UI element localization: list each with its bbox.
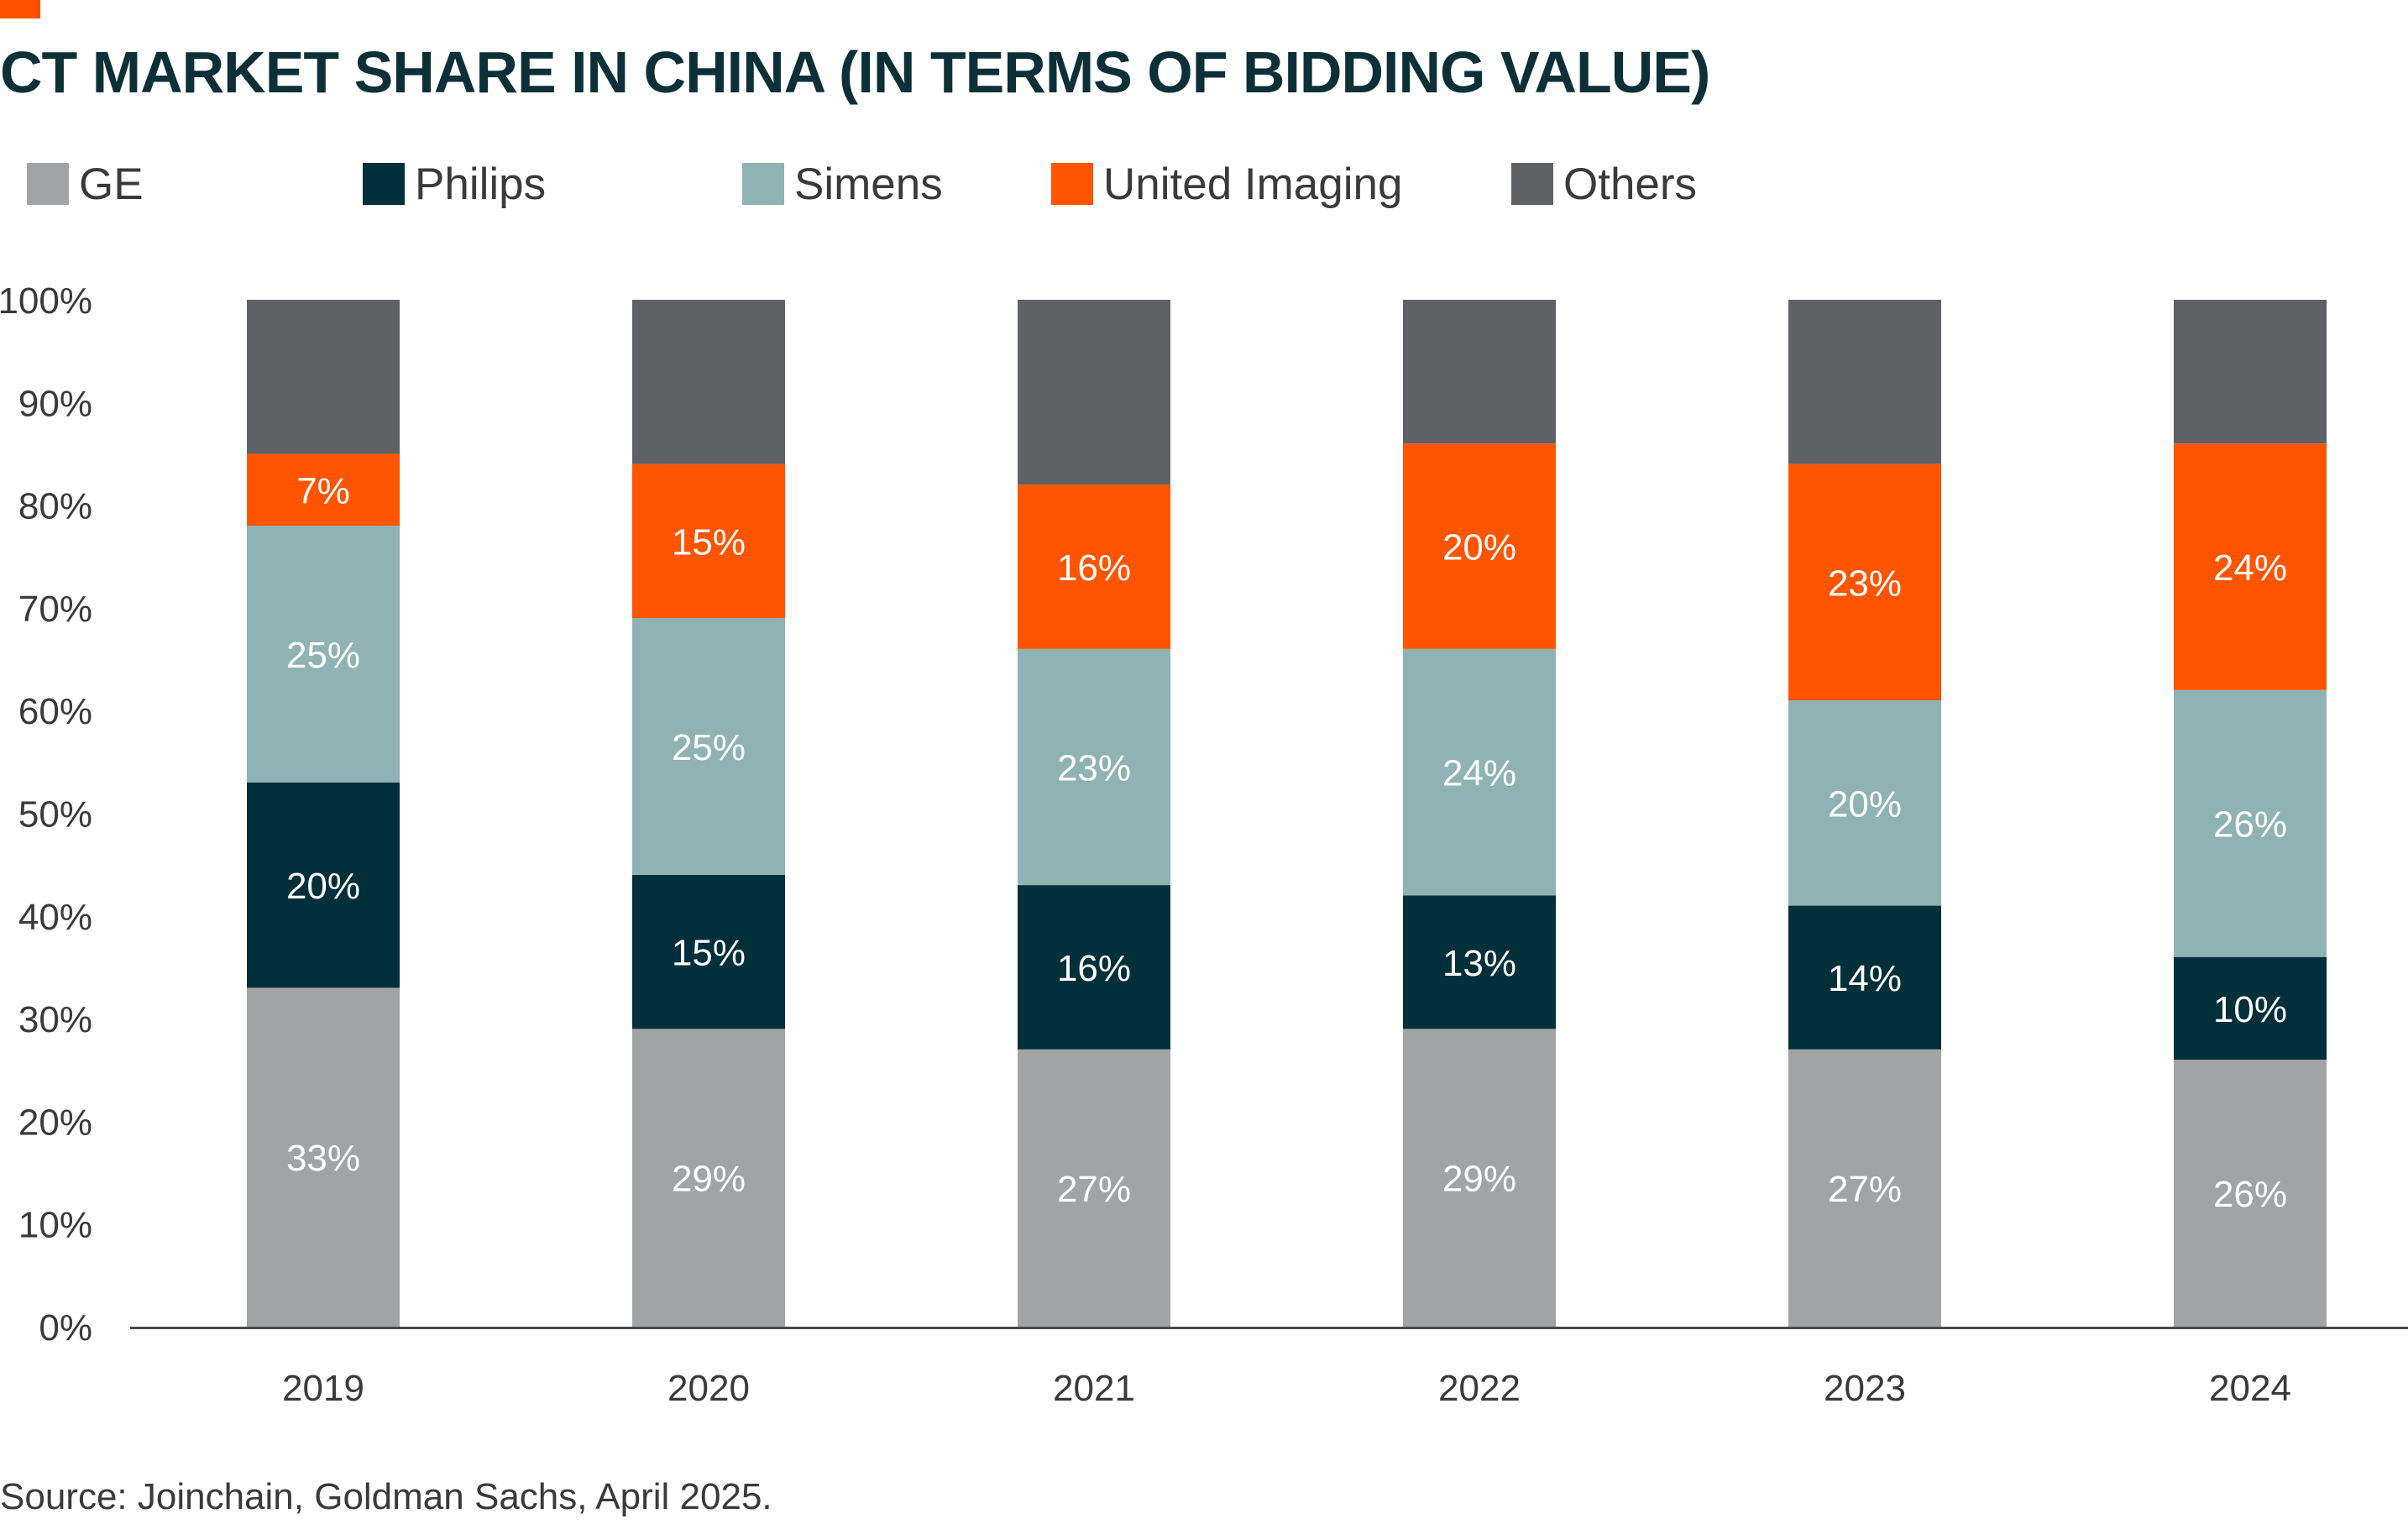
data-label: 23% (1057, 747, 1131, 788)
source-note: Source: Joinchain, Goldman Sachs, April … (0, 1476, 772, 1517)
data-label: 20% (1442, 527, 1516, 568)
x-tick-label: 2024 (2209, 1368, 2291, 1409)
x-tick-label: 2023 (1824, 1368, 1906, 1409)
bar-segment-philips (2174, 956, 2327, 1061)
legend-label: Simens (794, 159, 943, 209)
y-tick-label: 50% (18, 794, 92, 835)
y-tick-label: 60% (18, 691, 92, 732)
bar-segment-simens (1018, 648, 1170, 886)
bar-segment-others (247, 300, 400, 454)
chart-legend: GE Philips Simens United Imaging Others (0, 156, 1763, 212)
data-label: 20% (286, 866, 360, 907)
y-tick-label: 0% (39, 1307, 92, 1349)
x-tick-label: 2021 (1053, 1368, 1135, 1409)
data-label: 14% (1828, 958, 1902, 999)
bar-segment-others (1018, 300, 1170, 485)
y-tick-label: 30% (18, 999, 92, 1040)
stacked-bar-chart: 0% 10% 20% 30% 40% 50% 60% 70% 80% 90% 100% 33% 20% 2… (0, 280, 2408, 1409)
data-label: 27% (1828, 1169, 1902, 1210)
legend-item-united-imaging: United Imaging (1051, 156, 1402, 212)
bar-segment-united-imaging (1788, 463, 1941, 700)
data-label: 24% (1442, 753, 1516, 794)
x-tick-label: 2019 (282, 1368, 364, 1409)
data-label: 29% (672, 1159, 746, 1200)
data-label: 25% (286, 635, 360, 676)
x-tick-label: 2022 (1438, 1368, 1521, 1409)
bar-segment-ge (2174, 1060, 2327, 1327)
x-tick-label: 2020 (667, 1368, 750, 1409)
data-label: 26% (2213, 804, 2287, 846)
data-label: 15% (672, 521, 746, 563)
bar-segment-simens (247, 526, 400, 783)
bar-segment-philips (632, 874, 785, 1029)
data-label: 27% (1057, 1169, 1131, 1210)
legend-swatch (1051, 163, 1093, 205)
bar-segment-ge (1788, 1049, 1941, 1327)
bar-segment-simens (1403, 648, 1556, 896)
bar-segment-philips (247, 782, 400, 988)
data-label: 16% (1057, 547, 1131, 589)
y-tick-label: 100% (0, 280, 92, 322)
legend-item-ge: GE (27, 156, 144, 212)
bar-segment-ge (247, 987, 400, 1327)
data-label: 16% (1057, 948, 1131, 989)
data-label: 20% (1828, 783, 1902, 825)
bar-segment-united-imaging (247, 453, 400, 526)
legend-swatch (742, 163, 784, 205)
bar-segment-united-imaging (2174, 443, 2327, 690)
legend-label: Philips (415, 159, 547, 209)
y-tick-label: 70% (18, 589, 92, 630)
legend-label: GE (79, 159, 144, 209)
bar-segment-ge (1018, 1049, 1170, 1327)
bar-segment-simens (2174, 689, 2327, 957)
y-tick-label: 40% (18, 897, 92, 938)
bar-segment-philips (1403, 895, 1556, 1029)
chart-title: CT MARKET SHARE IN CHINA (IN TERMS OF BI… (0, 39, 1710, 105)
data-label: 13% (1442, 943, 1516, 984)
data-label: 24% (2213, 547, 2287, 589)
data-label: 26% (2213, 1174, 2287, 1215)
bar-segment-united-imaging (1403, 443, 1556, 649)
legend-swatch (27, 163, 69, 205)
data-label: 25% (672, 727, 746, 768)
bar-segment-simens (1788, 699, 1941, 906)
bar-segment-united-imaging (632, 463, 785, 619)
legend-item-philips: Philips (363, 156, 546, 212)
legend-item-simens: Simens (742, 156, 943, 212)
data-label: 23% (1828, 563, 1902, 604)
y-tick-label: 90% (18, 383, 92, 424)
y-tick-label: 80% (18, 486, 92, 527)
data-label: 7% (296, 470, 350, 511)
title-accent-bar (0, 0, 40, 18)
bar-segment-simens (632, 618, 785, 875)
legend-label: Others (1563, 159, 1698, 209)
bar-segment-others (632, 300, 785, 464)
bar-segment-philips (1018, 885, 1170, 1050)
legend-swatch (1511, 163, 1553, 205)
bar-segment-philips (1788, 905, 1941, 1050)
y-tick-label: 20% (18, 1102, 92, 1143)
bar-segment-ge (1403, 1029, 1556, 1327)
legend-swatch (363, 163, 405, 205)
data-label: 33% (286, 1138, 360, 1179)
bar-segment-others (1403, 300, 1556, 444)
data-label: 15% (672, 933, 746, 974)
bar-segment-others (1788, 300, 1941, 464)
data-label: 10% (2213, 989, 2287, 1030)
data-label: 29% (1442, 1159, 1516, 1200)
bar-segment-united-imaging (1018, 484, 1170, 649)
bar-segment-others (2174, 300, 2327, 444)
legend-label: United Imaging (1103, 159, 1403, 209)
y-tick-label: 10% (18, 1205, 92, 1246)
legend-item-others: Others (1511, 156, 1697, 212)
bar-segment-ge (632, 1029, 785, 1327)
